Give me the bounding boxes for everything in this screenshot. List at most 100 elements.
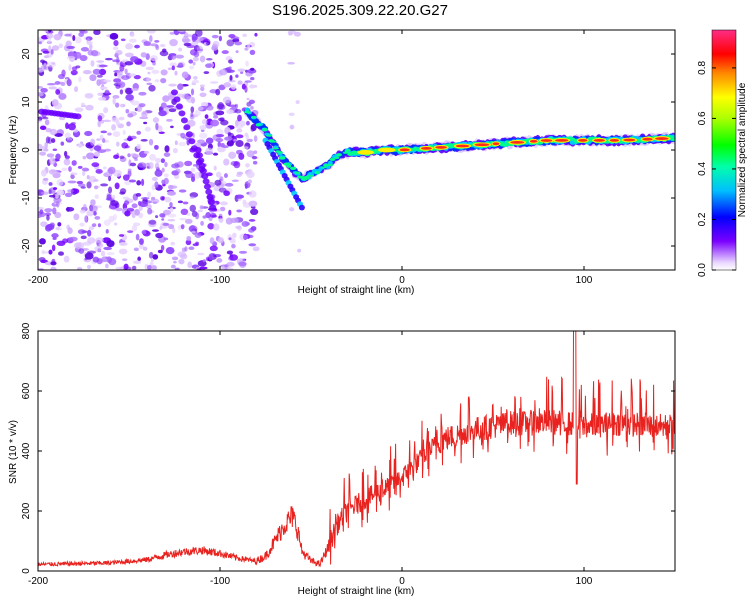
spectrogram-cell <box>144 126 151 132</box>
spectrogram-cell <box>149 35 153 42</box>
spectrogram-cell <box>277 151 283 154</box>
colorbar-frame <box>711 29 737 271</box>
spectrogram-cell <box>189 204 197 212</box>
spectrogram-cell <box>199 205 204 210</box>
spectrogram-cell <box>188 59 194 64</box>
spectrogram-cell <box>134 44 140 49</box>
spectrogram-cell <box>237 68 246 72</box>
spectrogram-cell <box>124 68 128 75</box>
spectrogram-cell <box>48 249 53 255</box>
spectrogram-cell <box>203 71 210 75</box>
spectrogram-cell <box>130 56 139 63</box>
spectrogram-cell <box>105 229 109 234</box>
spectrogram-cell <box>76 267 83 270</box>
spectrogram-cell <box>218 217 224 223</box>
spectrogram-cell <box>105 256 112 260</box>
spectrogram-cell <box>221 265 226 270</box>
spectrogram-cell <box>170 241 175 246</box>
spectrogram-cell <box>228 79 236 83</box>
spectrogram-cell <box>173 96 181 103</box>
colorbar-label: Normalized spectral amplitude <box>737 82 748 217</box>
spectrogram-cell <box>248 228 255 233</box>
spectrogram-cell <box>250 105 254 110</box>
spectrogram-cell <box>327 160 333 165</box>
spectrogram-cell <box>167 213 177 218</box>
spectrogram-cell <box>189 225 196 233</box>
spectrogram-cell <box>167 218 176 222</box>
spectrogram-cell <box>236 209 243 213</box>
spectrogram-cell <box>109 32 119 40</box>
spectrogram-cell <box>238 152 245 160</box>
spectrogram-cell <box>186 212 191 217</box>
spectrogram-cell <box>244 85 248 93</box>
spectrogram-cell <box>307 174 314 177</box>
spectrogram-cell <box>243 234 248 240</box>
colorbar-tick-label: 0.2 <box>697 212 708 226</box>
spectrogram-cell <box>104 57 113 61</box>
spectrogram-cell <box>75 36 82 44</box>
spectrogram-cell <box>171 89 178 96</box>
spectrogram-cell <box>210 81 219 84</box>
spectrogram-cell <box>578 139 588 142</box>
spectrogram-cell <box>242 199 247 205</box>
spectrogram-cell <box>177 83 184 91</box>
spectrogram-cell <box>177 93 184 98</box>
spectrogram-cell <box>116 56 120 64</box>
spectrogram-cell <box>219 201 228 206</box>
spectrogram-cell <box>72 172 78 176</box>
spectrogram-cell <box>181 93 189 100</box>
spectrogram-cell <box>190 106 195 113</box>
spectrogram-cell <box>140 197 150 200</box>
spectrogram-cell <box>334 156 340 159</box>
spectrogram-cell <box>194 109 201 117</box>
spectrogram-cell <box>131 225 138 232</box>
spectrogram-cell <box>246 97 250 101</box>
spectrogram-cell <box>262 127 268 132</box>
spectrogram-cell <box>219 69 228 76</box>
spectrogram-cell <box>118 234 125 237</box>
spectrogram-cell <box>175 54 185 59</box>
spectrogram-cell <box>178 259 185 265</box>
spectrogram-cell <box>205 137 214 144</box>
spectrogram-cell <box>252 160 258 165</box>
spectrogram-cell <box>93 151 100 158</box>
spectrogram-cell <box>248 219 256 222</box>
spectrogram-cell <box>175 103 183 110</box>
spectrogram-cell <box>249 84 255 89</box>
spectrogram-cell <box>67 123 76 131</box>
spectrogram-cell <box>72 188 80 194</box>
spectrogram-cell <box>92 68 102 75</box>
spectrogram-cell <box>244 110 251 114</box>
spectrogram-cell <box>108 258 117 266</box>
spectrogram-cell <box>132 222 141 227</box>
spectrogram-cell <box>125 87 133 95</box>
spectrogram-cell <box>210 212 217 218</box>
spectrogram-cell <box>97 223 102 228</box>
spectrogram-cell <box>49 157 56 165</box>
spectrogram-cell <box>237 80 243 85</box>
spectrogram-cell <box>126 137 134 141</box>
spectrogram-cell <box>206 41 211 46</box>
spectrogram-cell <box>95 169 103 174</box>
spectrogram-cell <box>138 243 144 249</box>
spectrogram-cell <box>52 187 58 190</box>
colorbar-tick-label: 0.8 <box>697 61 708 75</box>
spectrogram-cell <box>185 131 193 138</box>
spectrogram-cell <box>154 162 160 170</box>
spectrogram-cell <box>48 189 52 195</box>
spectrogram-cell <box>152 61 156 66</box>
spectrogram-cell <box>129 38 137 43</box>
snr-ytick-label: 400 <box>21 442 32 459</box>
spectrogram-cell <box>71 160 77 166</box>
spectrogram-cell <box>218 84 226 91</box>
spectrogram-cell <box>103 107 109 114</box>
spectrogram-cell <box>137 256 142 262</box>
spectrogram-cell <box>247 43 251 50</box>
spectrogram-cell <box>184 246 188 252</box>
spectrogram-cell <box>137 162 147 168</box>
spectrogram-cell <box>113 154 119 160</box>
spectrogram-cell <box>205 188 213 195</box>
spectrogram-cell <box>98 242 104 248</box>
spectrogram-cell <box>242 33 248 38</box>
spectrogram-cell <box>147 208 153 215</box>
